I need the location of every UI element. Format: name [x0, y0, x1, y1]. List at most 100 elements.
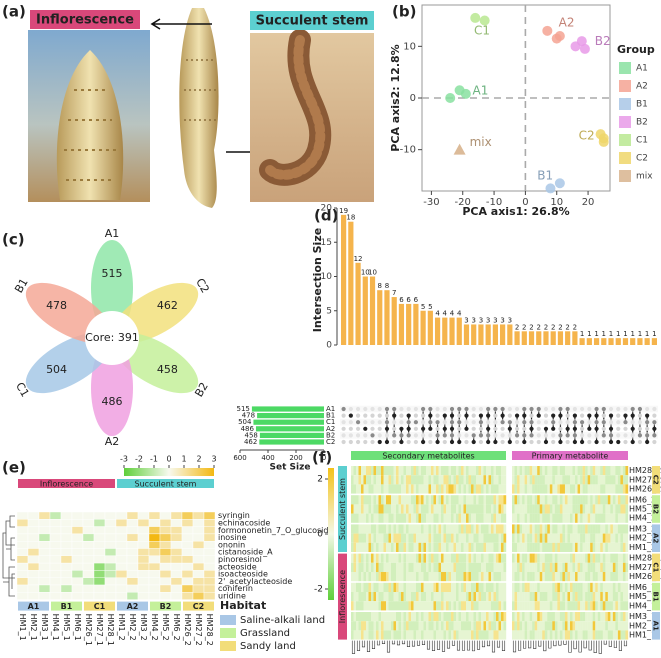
- heat-cell: [552, 621, 556, 631]
- group-strip: [652, 612, 660, 640]
- heat-cell: [418, 582, 422, 592]
- heat-cell: [463, 630, 467, 640]
- heat-cell: [585, 553, 588, 563]
- heat-cell: [371, 475, 374, 485]
- heat-cell: [605, 524, 609, 534]
- petal-name: C1: [13, 380, 32, 399]
- heat-cell: [493, 601, 497, 611]
- heat-cell: [537, 601, 540, 611]
- heat-cell: [351, 601, 354, 611]
- heat-cell: [496, 621, 499, 631]
- heat-cell: [501, 592, 504, 602]
- heat-cell: [620, 553, 624, 563]
- matrix-dot: [587, 426, 592, 431]
- heat-cell: [481, 495, 484, 505]
- heat-cell: [610, 592, 614, 602]
- heat-cell: [418, 562, 422, 572]
- heat-cell: [381, 495, 384, 505]
- heat-cell: [522, 495, 525, 505]
- heat-cell: [529, 612, 533, 622]
- heat-cell: [353, 582, 357, 592]
- heat-cell: [456, 504, 459, 514]
- matrix-dot: [543, 413, 549, 418]
- heat-cell: [366, 495, 369, 505]
- group-label: B1: [652, 591, 660, 601]
- heat-cell: [60, 555, 73, 564]
- header-box: [250, 11, 374, 30]
- heat-cell: [549, 513, 553, 523]
- heat-cell: [483, 612, 487, 622]
- heat-cell: [567, 601, 571, 611]
- heat-cell: [461, 553, 464, 563]
- heat-cell: [393, 601, 397, 611]
- heat-cell: [585, 621, 588, 631]
- heat-cell: [351, 612, 354, 622]
- heat-cell: [451, 553, 454, 563]
- heat-cell: [483, 504, 487, 514]
- heat-cell: [413, 601, 417, 611]
- heat-cell: [433, 495, 437, 505]
- photo-stem: [250, 29, 374, 202]
- heat-cell: [575, 582, 578, 592]
- heat-cell: [517, 621, 520, 631]
- heat-cell: [590, 542, 593, 552]
- heat-cell: [570, 592, 573, 602]
- heat-cell: [517, 513, 520, 523]
- tissue-label: Succulent stem: [338, 478, 347, 540]
- heat-cell: [436, 592, 439, 602]
- heat-cell: [612, 582, 616, 592]
- heat-cell: [615, 582, 619, 592]
- matrix-dot: [536, 439, 541, 445]
- heat-cell: [491, 513, 494, 523]
- heat-cell: [438, 475, 442, 485]
- heat-cell: [580, 601, 583, 611]
- matrix-stripe: [340, 405, 658, 413]
- heat-cell: [488, 612, 492, 622]
- heat-cell: [443, 630, 447, 640]
- matrix-dot: [514, 439, 520, 445]
- bar-label: 1: [609, 330, 613, 338]
- heat-cell: [610, 553, 614, 563]
- group-label: C2: [652, 475, 660, 485]
- heat-cell: [534, 601, 538, 611]
- heat-cell: [512, 582, 515, 592]
- heat-cell: [529, 553, 533, 563]
- heat-cell: [416, 553, 419, 563]
- matrix-dot: [507, 426, 512, 431]
- bar: [579, 338, 585, 345]
- column-label: HM26_2: [183, 614, 192, 646]
- heat-cell: [466, 504, 469, 514]
- heat-cell: [605, 513, 609, 523]
- heat-cell: [433, 513, 437, 523]
- heat-cell: [519, 562, 523, 572]
- heat-cell: [607, 601, 611, 611]
- heat-cell: [448, 533, 452, 543]
- heat-cell: [537, 553, 540, 563]
- heat-cell: [564, 553, 568, 563]
- bar-label: 2: [558, 323, 562, 331]
- heat-cell: [358, 484, 362, 494]
- heat-cell: [411, 533, 414, 543]
- heat-cell: [597, 621, 601, 631]
- heat-cell: [615, 601, 619, 611]
- group-label: C2: [193, 602, 204, 611]
- heat-cell: [595, 582, 598, 592]
- heat-cell: [431, 601, 434, 611]
- heat-cell: [413, 621, 417, 631]
- point-label: A1: [473, 84, 489, 98]
- heat-cell: [592, 621, 596, 631]
- heat-cell: [582, 533, 586, 543]
- heat-cell: [483, 533, 487, 543]
- heat-cell: [456, 524, 459, 534]
- matrix-dot: [370, 439, 375, 445]
- heat-cell: [597, 466, 601, 476]
- heat-cell: [503, 475, 507, 485]
- heat-cell: [358, 533, 362, 543]
- heat-cell: [527, 504, 530, 514]
- heat-cell: [426, 601, 429, 611]
- heat-cell: [383, 553, 387, 563]
- heat-cell: [625, 612, 629, 622]
- heat-cell: [463, 484, 467, 494]
- heat-cell: [27, 577, 40, 586]
- point: [554, 178, 565, 189]
